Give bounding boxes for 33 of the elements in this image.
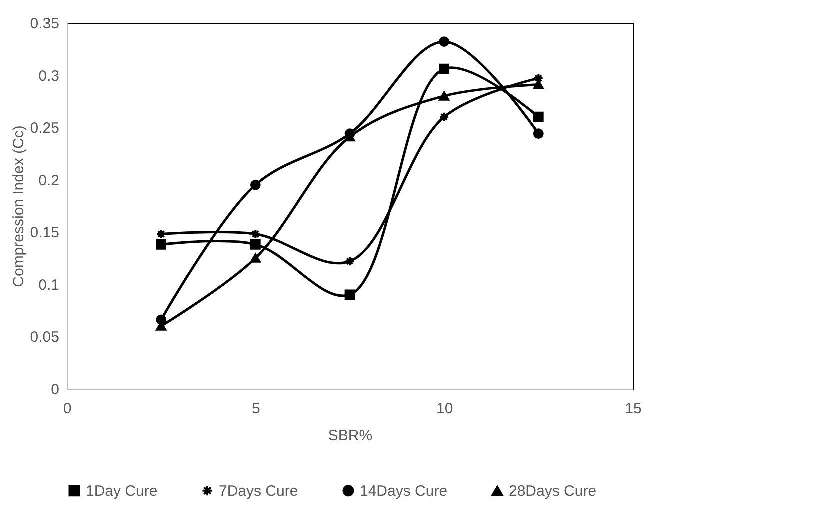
- y-tick-label: 0.3: [38, 68, 60, 85]
- point: [156, 240, 167, 250]
- point: [344, 290, 356, 300]
- point: [250, 180, 261, 190]
- point: [250, 229, 261, 240]
- point: [156, 229, 167, 240]
- y-tick-label: 0.15: [30, 224, 60, 242]
- legend-label: 7Days Cure: [219, 482, 298, 500]
- point: [439, 64, 450, 74]
- y-tick-label: 0: [51, 382, 60, 398]
- legend-label: 1Day Cure: [86, 482, 158, 500]
- point: [439, 112, 450, 122]
- y-tick-label: 0.25: [30, 120, 60, 138]
- x-axis-title: SBR%: [328, 428, 373, 444]
- y-tick-label: 0.2: [38, 172, 60, 190]
- x-tick-label: 0: [63, 400, 72, 418]
- y-tick-label: 0.35: [30, 16, 60, 32]
- point: [533, 128, 544, 140]
- point: [439, 92, 450, 101]
- point: [250, 254, 261, 263]
- point: [533, 112, 544, 122]
- point: [439, 36, 450, 47]
- y-tick-label: 0.05: [30, 329, 60, 346]
- point: [344, 256, 356, 267]
- legend-label: 14Days Cure: [360, 482, 448, 500]
- x-tick-label: 10: [436, 400, 454, 418]
- point: [250, 240, 261, 250]
- x-tick-label: 5: [252, 400, 260, 418]
- y-tick-label: 0.1: [38, 276, 60, 294]
- y-axis-title: Compression Index (Cc): [10, 126, 28, 288]
- legend-label: 28Days Cure: [509, 483, 597, 500]
- x-tick-label: 15: [625, 400, 642, 418]
- point: [533, 80, 544, 90]
